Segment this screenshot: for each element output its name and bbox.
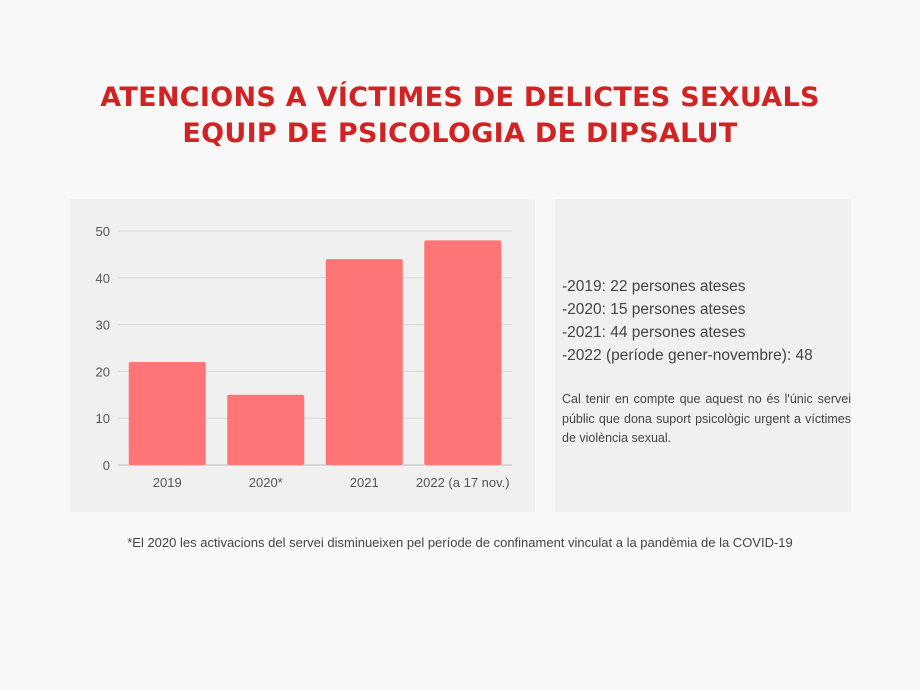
y-tick-label: 40 <box>96 271 110 286</box>
bar-chart: 0 10 20 30 40 50 2019 2020* 2021 2022 (a 17 nov.) <box>96 224 512 490</box>
stat-2020: -2020: 15 persones ateses <box>562 301 746 318</box>
y-tick-label: 50 <box>96 224 110 239</box>
y-tick-label: 0 <box>103 458 110 473</box>
y-tick-label: 20 <box>96 364 110 379</box>
footnote: *El 2020 les activacions del servei dism… <box>127 535 793 550</box>
bar <box>128 362 206 465</box>
x-tick-label: 2019 <box>153 475 182 490</box>
bar <box>227 394 305 465</box>
x-tick-label: 2021 <box>350 475 379 490</box>
chart-panel: 0 10 20 30 40 50 2019 2020* 2021 2022 (a 17 nov.) <box>70 199 535 512</box>
stat-2019: -2019: 22 persones ateses <box>562 278 746 295</box>
bar <box>424 240 502 465</box>
info-panel: -2019: 22 persones ateses -2020: 15 pers… <box>555 199 851 512</box>
page-title: ATENCIONS A VÍCTIMES DE DELICTES SEXUALS… <box>0 80 920 152</box>
y-tick-label: 10 <box>96 411 110 426</box>
stats-list: -2019: 22 persones ateses -2020: 15 pers… <box>562 275 847 367</box>
bar <box>325 259 403 465</box>
x-tick-label: 2022 (a 17 nov.) <box>416 475 510 490</box>
stat-2021: -2021: 44 persones ateses <box>562 324 746 341</box>
y-tick-label: 30 <box>96 318 110 333</box>
x-tick-label: 2020* <box>249 475 283 490</box>
title-line-2: EQUIP DE PSICOLOGIA DE DIPSALUT <box>182 118 738 149</box>
info-note: Cal tenir en compte que aquest no és l'ú… <box>562 392 851 445</box>
stat-2022: -2022 (període gener-novembre): 48 <box>562 347 813 364</box>
title-line-1: ATENCIONS A VÍCTIMES DE DELICTES SEXUALS <box>100 82 820 113</box>
